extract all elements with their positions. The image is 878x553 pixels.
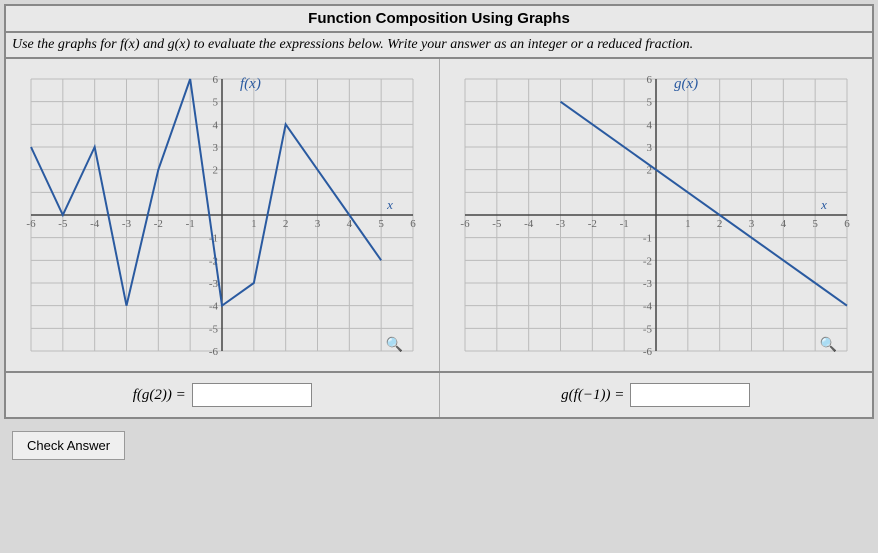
svg-text:x: x (820, 197, 827, 212)
left-answer-label: f(g(2)) = (133, 387, 186, 404)
svg-text:-4: -4 (524, 218, 534, 230)
svg-text:-2: -2 (154, 218, 163, 230)
svg-text:-2: -2 (587, 218, 596, 230)
svg-text:🔍: 🔍 (386, 335, 403, 353)
svg-text:-6: -6 (27, 218, 37, 230)
graphs-row: -6 -5 -4 -3 -2 -1 1 2 3 4 5 6 -6 -5 -4 -3 -2 -1 2 3 4 5 6 f(x) x… (6, 57, 872, 371)
svg-text:-3: -3 (122, 218, 132, 230)
page-title: Function Composition Using Graphs (6, 6, 872, 31)
svg-text:-6: -6 (209, 346, 219, 358)
svg-text:x: x (386, 197, 393, 212)
g-chart: -6-5-4-3-2-1123456-6-5-4-3-2-123456g(x)x… (451, 65, 861, 365)
svg-text:3: 3 (213, 142, 219, 154)
svg-text:6: 6 (844, 218, 850, 230)
problem-container: Function Composition Using Graphs Use th… (4, 4, 874, 419)
svg-text:-6: -6 (643, 346, 653, 358)
svg-text:-6: -6 (460, 218, 470, 230)
svg-text:2: 2 (717, 218, 723, 230)
svg-text:-4: -4 (643, 301, 653, 313)
left-answer-input[interactable] (192, 383, 312, 407)
svg-text:f(x): f(x) (240, 76, 261, 92)
left-graph-cell: -6-5-4-3-2-1123456-6-5-4-3-2-123456f(x)x… (6, 59, 440, 371)
svg-text:4: 4 (646, 119, 652, 131)
svg-text:3: 3 (646, 142, 652, 154)
svg-text:2: 2 (283, 218, 289, 230)
svg-text:4: 4 (780, 218, 786, 230)
right-answer-input[interactable] (630, 383, 750, 407)
g-of-x: g(x) (168, 37, 191, 52)
svg-text:5: 5 (379, 218, 385, 230)
svg-text:-3: -3 (643, 278, 653, 290)
left-answer-cell: f(g(2)) = (6, 373, 440, 417)
instructions-text-3: to evaluate the expressions below. Write… (190, 37, 693, 52)
right-answer-label: g(f(−1)) = (561, 387, 624, 404)
instructions: Use the graphs for f(x) and g(x) to eval… (6, 31, 872, 57)
check-row: Check Answer (4, 419, 874, 468)
instructions-text-1: Use the graphs for (12, 37, 120, 52)
svg-text:1: 1 (685, 218, 691, 230)
svg-text:1: 1 (251, 218, 256, 230)
svg-text:6: 6 (646, 74, 652, 86)
svg-text:5: 5 (812, 218, 818, 230)
svg-text:-4: -4 (209, 301, 219, 313)
svg-text:-2: -2 (643, 255, 652, 267)
svg-text:-4: -4 (90, 218, 100, 230)
svg-text:6: 6 (411, 218, 417, 230)
instructions-text-2: and (140, 37, 168, 52)
svg-text:6: 6 (213, 74, 219, 86)
svg-text:2: 2 (213, 165, 219, 177)
f-of-x: f(x) (120, 37, 139, 52)
svg-text:🔍: 🔍 (819, 335, 836, 353)
right-answer-cell: g(f(−1)) = (440, 373, 873, 417)
svg-text:-1: -1 (643, 233, 652, 245)
svg-text:3: 3 (749, 218, 755, 230)
right-graph-cell: -6-5-4-3-2-1123456-6-5-4-3-2-123456g(x)x… (440, 59, 873, 371)
svg-text:-1: -1 (619, 218, 628, 230)
svg-text:-5: -5 (492, 218, 502, 230)
svg-text:-3: -3 (209, 278, 219, 290)
svg-text:-3: -3 (556, 218, 566, 230)
svg-text:-5: -5 (58, 218, 68, 230)
svg-text:-1: -1 (186, 218, 195, 230)
svg-text:-5: -5 (209, 323, 219, 335)
answers-row: f(g(2)) = g(f(−1)) = (6, 371, 872, 417)
f-chart: -6-5-4-3-2-1123456-6-5-4-3-2-123456f(x)x… (17, 65, 427, 365)
check-answer-button[interactable]: Check Answer (12, 431, 125, 460)
svg-text:3: 3 (315, 218, 321, 230)
svg-text:5: 5 (213, 97, 219, 109)
svg-text:4: 4 (213, 119, 219, 131)
svg-text:5: 5 (646, 97, 652, 109)
svg-text:-5: -5 (643, 323, 653, 335)
svg-text:g(x): g(x) (674, 76, 698, 92)
